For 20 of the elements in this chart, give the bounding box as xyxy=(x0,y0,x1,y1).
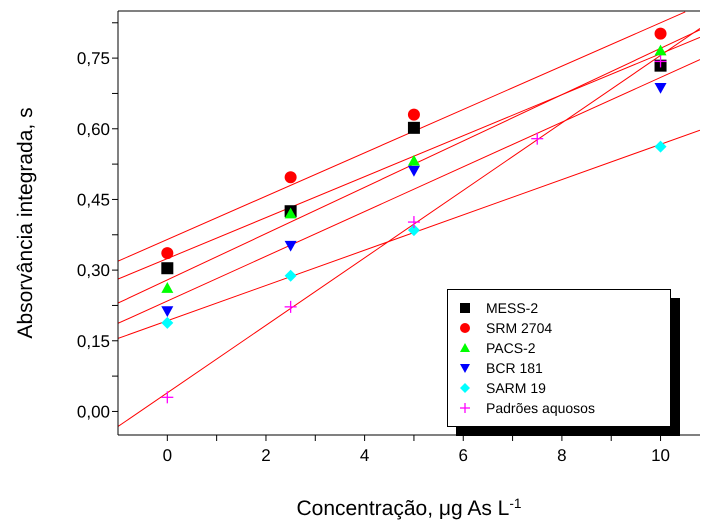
y-tick-label: 0,60 xyxy=(76,120,110,139)
y-tick-label: 0,75 xyxy=(76,49,110,68)
legend-label: BCR 181 xyxy=(486,360,543,376)
legend-label: SRM 2704 xyxy=(486,320,552,336)
y-tick-label: 0,15 xyxy=(76,332,110,351)
legend-label: PACS-2 xyxy=(486,340,536,356)
x-tick-label: 10 xyxy=(651,446,670,466)
x-axis-title: Concentração, μg As L$^{-1}$ xyxy=(296,496,522,520)
legend-label: SARM 19 xyxy=(486,380,546,396)
y-tick-label: 0,45 xyxy=(76,190,110,210)
x-tick-label: 2 xyxy=(261,446,271,466)
x-tick-label: 4 xyxy=(360,446,370,466)
y-axis-title: Absorvância integrada, s xyxy=(14,107,37,339)
y-tick-label: 0,30 xyxy=(76,261,110,280)
legend-label: Padrões aquosos xyxy=(486,400,595,416)
x-tick-label: 0 xyxy=(162,446,172,466)
legend-label: MESS-2 xyxy=(486,300,538,316)
x-tick-label: 6 xyxy=(458,446,468,466)
x-tick-label: 8 xyxy=(557,446,567,466)
y-tick-label: 0,00 xyxy=(76,402,110,422)
